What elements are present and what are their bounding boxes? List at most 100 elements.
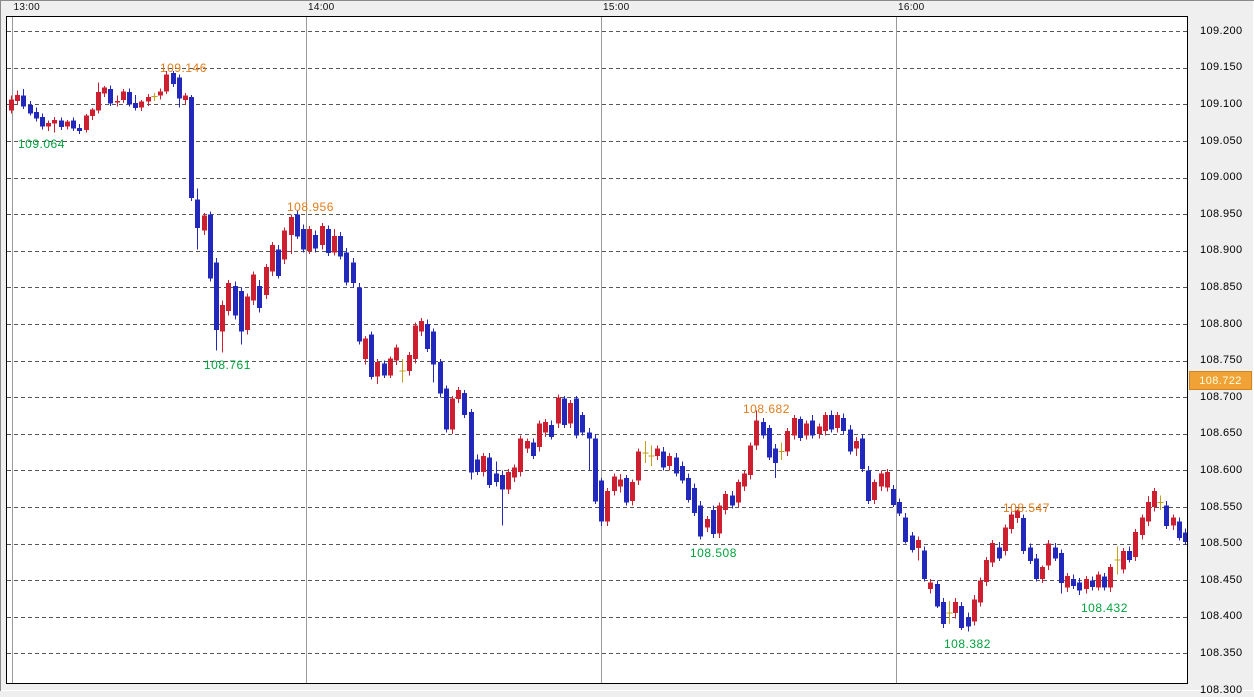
price-axis-label: 108.850 — [1200, 281, 1243, 293]
candle-down — [344, 247, 349, 286]
candle-down — [860, 433, 865, 472]
time-axis-label: 14:00 — [308, 2, 335, 13]
candle-up — [854, 436, 859, 456]
swing-high-annotation: 108.682 — [743, 402, 790, 416]
candle-down — [469, 409, 474, 480]
candle-up — [705, 515, 710, 532]
candle-up — [1121, 548, 1126, 574]
candle-doji — [642, 441, 649, 464]
candle-up — [748, 442, 753, 480]
candlestick-plot-area[interactable]: 109.146 109.064 108.956 108.761 108.682 108.5… — [6, 16, 1188, 684]
candle-up — [202, 212, 207, 235]
candle-up — [817, 423, 822, 439]
candle-up — [630, 479, 635, 506]
candle-up — [96, 82, 101, 114]
current-price-tag: 108.722 — [1189, 371, 1252, 390]
candle-up — [518, 435, 523, 477]
candle-down — [761, 417, 766, 439]
candle-up — [363, 335, 368, 365]
price-axis-label: 109.200 — [1200, 25, 1243, 37]
candle-down — [549, 420, 554, 440]
candlestick-chart: 109.146 109.064 108.956 108.761 108.682 108.5… — [7, 17, 1187, 683]
candle-up — [990, 540, 995, 568]
candle-down — [959, 602, 964, 630]
candle-up — [512, 464, 517, 483]
candle-down — [431, 328, 436, 383]
candle-down — [773, 444, 778, 478]
swing-low-annotation: 108.382 — [944, 637, 991, 651]
price-axis-label: 108.900 — [1200, 244, 1243, 256]
candle-up — [1133, 529, 1138, 562]
time-axis-label: 13:00 — [13, 2, 41, 13]
candle-up — [84, 114, 89, 133]
candle-up — [612, 473, 617, 496]
candle-up — [1009, 511, 1014, 534]
candle-up — [419, 318, 424, 336]
candle-down — [798, 416, 803, 442]
price-axis-label: 108.750 — [1200, 354, 1243, 366]
candle-down — [500, 470, 505, 526]
swing-high-annotation: 108.956 — [287, 200, 334, 214]
candle-up — [978, 577, 983, 607]
candle-up — [375, 359, 380, 385]
candle-up — [456, 387, 461, 404]
candle-up — [139, 100, 144, 112]
candle-down — [313, 230, 318, 253]
candle-up — [885, 469, 890, 492]
candle-up — [90, 108, 95, 120]
candle-up — [1015, 509, 1020, 524]
swing-low-annotation: 108.432 — [1081, 601, 1128, 615]
price-axis-label: 109.000 — [1200, 171, 1243, 183]
candle-down — [891, 485, 896, 508]
candle-up — [736, 479, 741, 508]
candle-up — [823, 411, 828, 436]
candle-up — [525, 438, 530, 453]
price-axis-label: 108.600 — [1200, 464, 1243, 476]
price-axis-label: 108.400 — [1200, 610, 1243, 622]
candle-up — [115, 95, 120, 107]
candle-down — [1053, 542, 1058, 562]
candle-down — [1071, 574, 1076, 590]
candle-down — [59, 117, 64, 131]
candle-up — [270, 242, 275, 276]
candle-down — [580, 411, 585, 436]
price-axis-label: 109.150 — [1200, 61, 1243, 73]
price-axis-label: 109.100 — [1200, 98, 1243, 110]
time-axis-label: 16:00 — [898, 2, 925, 13]
swing-low-annotation: 109.064 — [18, 137, 65, 151]
candle-doji — [151, 92, 158, 101]
candle-down — [40, 113, 45, 130]
candle-up — [146, 94, 151, 106]
candle-up — [835, 411, 840, 433]
candle-down — [810, 414, 815, 439]
candle-down — [897, 498, 902, 516]
candle-down — [71, 117, 76, 131]
candle-up — [226, 280, 231, 316]
candle-down — [692, 483, 697, 516]
candle-down — [444, 385, 449, 433]
candle-up — [1140, 514, 1145, 540]
candle-down — [829, 410, 834, 433]
candle-up — [282, 227, 287, 264]
candle-down — [28, 100, 33, 116]
candle-up — [506, 469, 511, 494]
candle-down — [574, 395, 579, 439]
candle-down — [531, 438, 536, 459]
candle-down — [475, 454, 480, 475]
price-axis-label: 109.050 — [1200, 135, 1243, 147]
candle-down — [233, 281, 238, 320]
candle-up — [1040, 565, 1045, 584]
swing-low-annotation: 108.508 — [690, 546, 737, 560]
time-axis-label: 15:00 — [603, 2, 630, 13]
candle-down — [997, 542, 1002, 562]
candle-down — [127, 88, 132, 107]
candle-up — [754, 410, 759, 450]
candle-up — [1065, 573, 1070, 592]
candle-down — [922, 546, 927, 582]
candle-down — [494, 461, 499, 487]
candle-down — [462, 390, 467, 418]
candle-up — [916, 536, 921, 561]
candle-down — [711, 505, 716, 538]
candle-down — [21, 89, 26, 109]
